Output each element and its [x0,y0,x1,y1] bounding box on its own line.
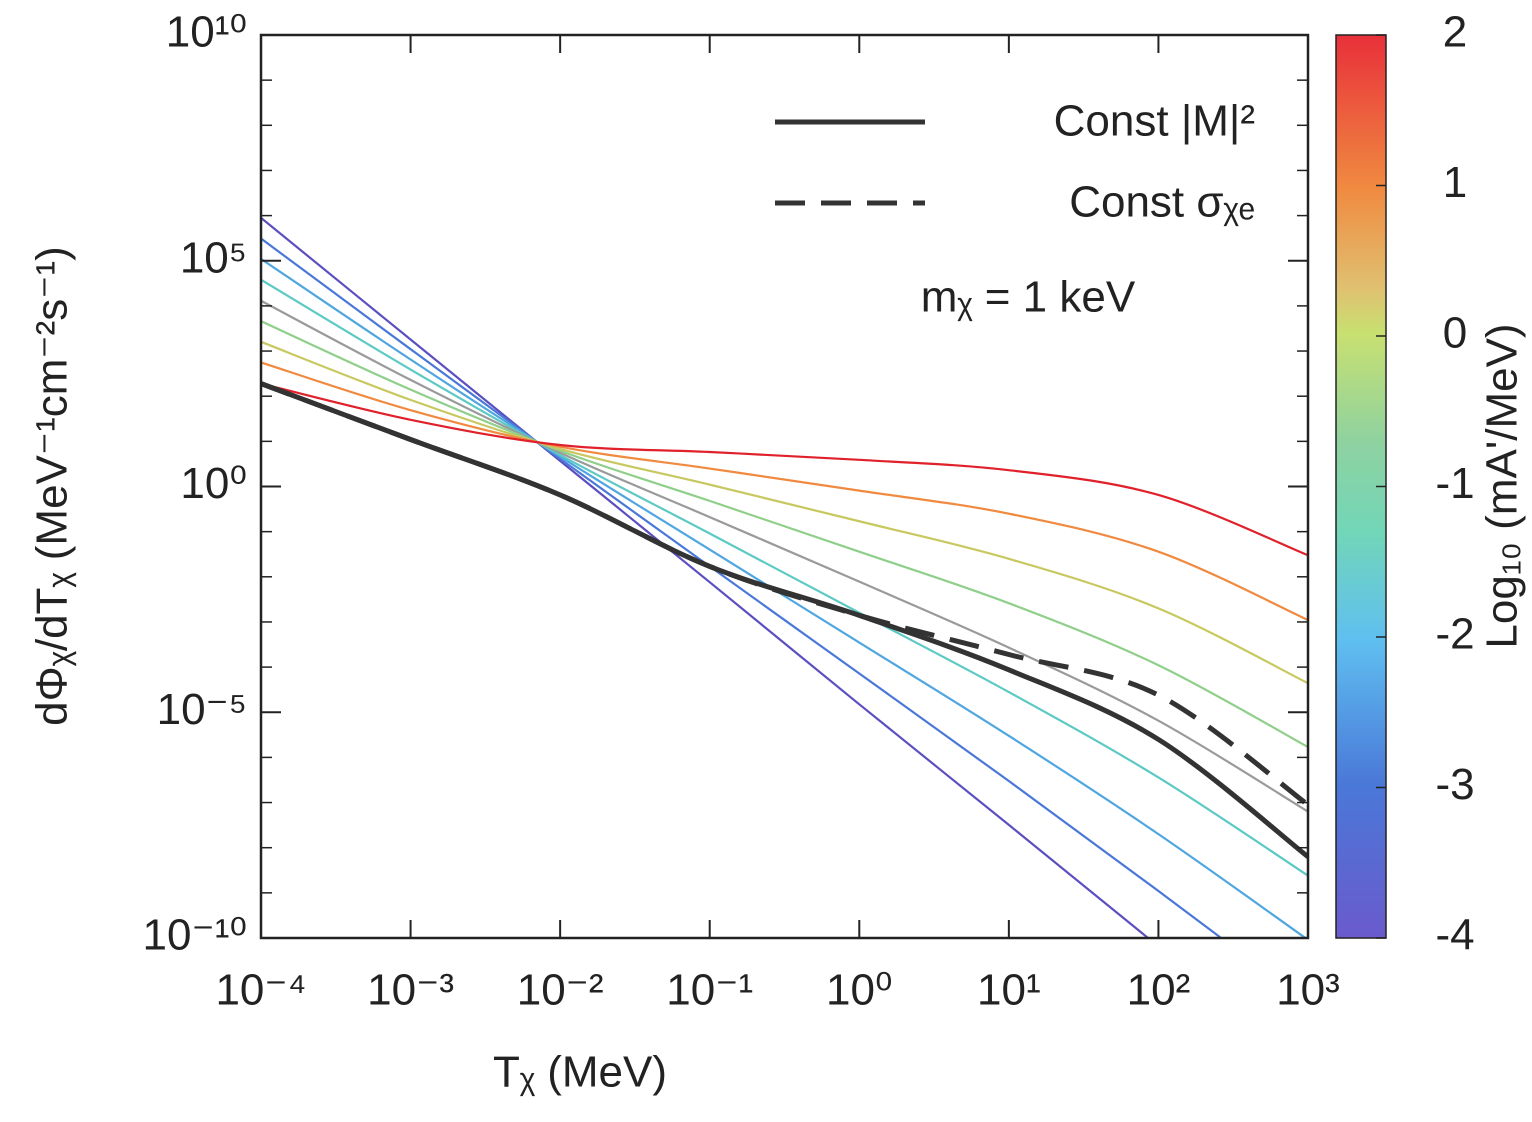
y-tick-label: 10¹⁰ [166,8,247,57]
series-line [261,381,1308,807]
colorbar-tick-label: -1 [1435,459,1474,508]
colorbar-tick-label: -2 [1435,610,1474,659]
colorbar-tick-label: 1 [1443,158,1467,207]
x-tick-label: 10¹ [977,966,1041,1015]
colorbar-tick-label: -4 [1435,911,1474,960]
x-tick-label: 10⁻⁴ [215,966,306,1015]
x-tick-label: 10³ [1276,966,1340,1015]
colorbar-tick-label: -3 [1435,760,1474,809]
legend-label: Const |M|² [1054,97,1255,146]
series-line [261,217,1150,938]
legend-label: Const σᵪₑ [1069,178,1255,227]
series-line [261,278,1308,877]
colorbar-label: Log₁₀ (mA'/MeV) [1478,323,1527,648]
x-tick-label: 10⁻³ [367,966,454,1015]
x-tick-label: 10⁻² [517,966,604,1015]
series-line [261,257,1308,938]
colorbar-tick-label: 0 [1443,309,1467,358]
series-line [261,320,1308,748]
annotation: mᵪ = 1 keV [921,273,1136,322]
series-line [261,237,1223,938]
series-line [261,340,1308,685]
series-line [261,361,1308,622]
x-tick-label: 10² [1127,966,1191,1015]
y-tick-label: 10⁻¹⁰ [143,911,247,960]
series-line [261,382,1308,557]
y-tick-label: 10⁰ [180,459,247,508]
colorbar-tick-label: 2 [1443,8,1467,57]
y-tick-label: 10⁻⁵ [157,685,247,734]
y-tick-label: 10⁵ [180,233,247,282]
series-line [261,299,1308,813]
x-axis-label: Tᵪ (MeV) [493,1048,667,1097]
plot-frame [259,33,1310,940]
curves [261,217,1308,938]
x-tick-label: 10⁰ [826,966,893,1015]
x-tick-label: 10⁻¹ [666,966,753,1015]
y-axis-label: dΦᵪ/dTᵪ (MeV⁻¹cm⁻²s⁻¹) [28,246,77,726]
